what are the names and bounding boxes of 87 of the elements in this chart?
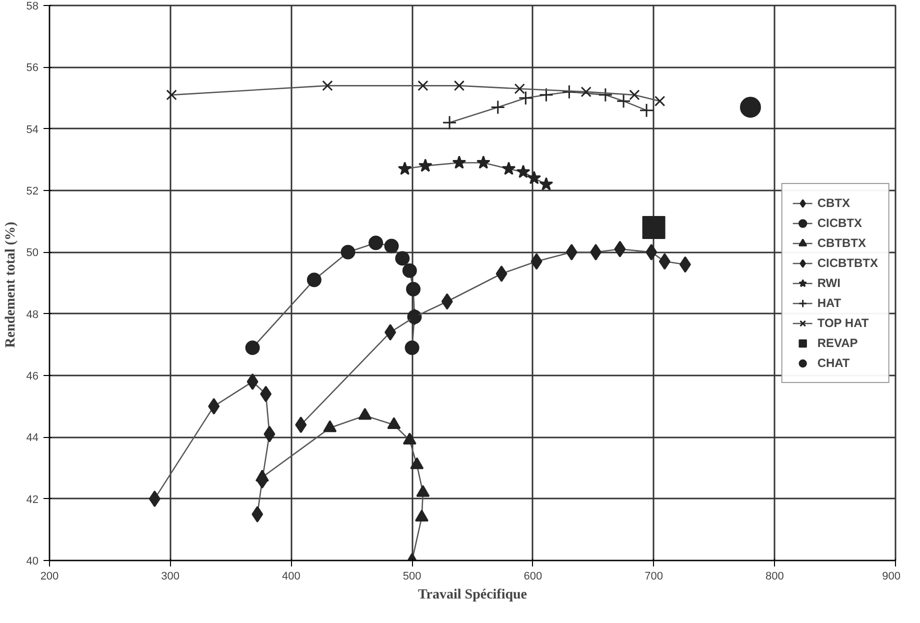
point [322, 80, 333, 92]
point [306, 272, 322, 288]
point [639, 103, 654, 118]
point [418, 158, 432, 172]
point [476, 156, 490, 169]
point [452, 156, 466, 169]
x-tick-label: 800 [765, 570, 784, 582]
point [384, 324, 396, 341]
point [416, 484, 430, 497]
x-tick-label: 400 [282, 570, 300, 582]
point [208, 398, 220, 415]
x-tick-label: 200 [40, 570, 59, 582]
legend-label: CBTX [817, 194, 850, 212]
point [414, 510, 428, 522]
point [295, 416, 307, 434]
point [538, 88, 554, 102]
point [368, 236, 384, 250]
legend-label: TOP HAT [817, 314, 869, 332]
point [148, 490, 160, 508]
point [384, 238, 399, 254]
point [454, 80, 465, 92]
y-tick-label: 50 [26, 247, 39, 260]
point [654, 96, 666, 106]
y-tick-label: 52 [26, 186, 39, 198]
x-tick-label: 900 [882, 570, 901, 582]
point [580, 86, 592, 98]
point [679, 256, 691, 273]
point [614, 240, 626, 258]
point [323, 420, 337, 432]
point [598, 88, 613, 102]
point [398, 162, 412, 175]
point [410, 457, 424, 470]
point [340, 244, 356, 260]
x-tick-label: 300 [161, 570, 180, 582]
y-tick-label: 46 [26, 370, 39, 382]
point [418, 80, 428, 92]
legend-label: REVAP [817, 334, 858, 352]
y-tick-label: 42 [26, 494, 39, 506]
point [441, 293, 453, 310]
point [566, 244, 578, 260]
point [490, 100, 506, 114]
y-tick-label: 58 [26, 0, 39, 12]
point [642, 216, 666, 239]
point [442, 115, 457, 130]
point [406, 282, 421, 296]
point [658, 253, 670, 270]
point [402, 263, 417, 278]
x-tick-label: 600 [524, 570, 542, 582]
point [646, 244, 658, 260]
point [395, 251, 410, 266]
point [264, 426, 276, 442]
point [252, 506, 264, 522]
point [527, 170, 542, 184]
legend-label: RWI [817, 274, 840, 292]
point [260, 386, 272, 402]
point [496, 266, 508, 282]
point [387, 417, 401, 430]
point [245, 340, 260, 355]
x-tick-label: 500 [402, 570, 422, 582]
x-tick-label: 700 [644, 570, 663, 582]
x-axis-title: Travail Spécifique [418, 588, 528, 602]
y-axis-title: Rendement total (%) [3, 221, 18, 348]
point [518, 90, 533, 106]
point [255, 470, 269, 482]
y-tick-label: 56 [26, 62, 39, 74]
y-tick-label: 48 [26, 308, 39, 321]
y-tick-label: 54 [26, 124, 39, 136]
point [562, 84, 576, 100]
point [539, 177, 554, 190]
legend-label: CICBTBTX [817, 254, 878, 272]
y-tick-label: 40 [26, 556, 39, 568]
point [514, 83, 525, 94]
point [358, 408, 372, 420]
point [502, 162, 516, 175]
point [402, 432, 416, 444]
point [404, 340, 420, 355]
point [246, 373, 258, 390]
legend-label: CHAT [817, 354, 850, 372]
y-tick-label: 44 [26, 432, 39, 444]
legend-label: HAT [817, 294, 842, 312]
point [516, 164, 530, 178]
point [740, 96, 761, 118]
legend-label: CBTBTX [817, 234, 866, 252]
point [166, 90, 177, 100]
point [530, 253, 542, 270]
legend-label: CICBTX [817, 214, 862, 232]
point [590, 244, 602, 260]
